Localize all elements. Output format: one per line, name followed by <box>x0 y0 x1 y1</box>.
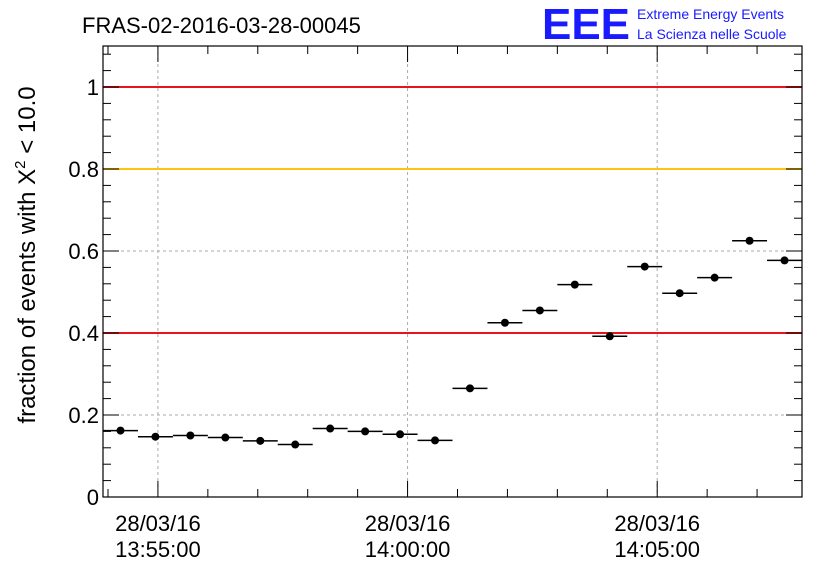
logo-line-1: Extreme Energy Events <box>637 6 784 22</box>
y-tick-label-5: 1 <box>87 75 99 100</box>
data-point-1 <box>151 432 160 441</box>
x-tick-label-date-1: 28/03/16 <box>365 511 451 536</box>
x-tick-label-date-0: 28/03/16 <box>115 511 201 536</box>
data-point-17 <box>710 273 719 282</box>
reference-lines <box>103 86 802 334</box>
data-point-18 <box>745 236 754 245</box>
eee-logo: EEE Extreme Energy Events La Scienza nel… <box>542 0 787 49</box>
data-point-13 <box>570 280 579 289</box>
logo-mark: EEE <box>542 0 630 49</box>
chart-title: FRAS-02-2016-03-28-00045 <box>82 13 361 38</box>
y-tick-label-1: 0.2 <box>68 403 99 428</box>
y-tick-label-4: 0.8 <box>68 157 99 182</box>
data-point-6 <box>326 424 335 433</box>
data-point-19 <box>780 256 789 265</box>
y-tick-labels: 0 0.2 0.4 0.6 0.8 1 <box>68 75 99 510</box>
data-point-5 <box>291 440 300 449</box>
data-point-4 <box>256 436 265 445</box>
data-point-15 <box>640 262 649 271</box>
x-tick-labels: 28/03/1613:55:0028/03/1614:00:0028/03/16… <box>115 511 700 562</box>
logo-line-2: La Scienza nelle Scuole <box>637 26 787 42</box>
x-tick-label-time-2: 14:05:00 <box>614 537 700 562</box>
y-axis-title: fraction of events with X2 < 10.0 <box>12 86 41 423</box>
data-point-7 <box>361 427 370 436</box>
y-axis-title-superscript: 2 <box>12 160 29 168</box>
y-axis-title-main: fraction of events with X <box>14 169 41 424</box>
x-tick-label-date-2: 28/03/16 <box>614 511 700 536</box>
y-tick-label-0: 0 <box>87 485 99 510</box>
data-point-8 <box>396 430 405 439</box>
plot-frame <box>102 45 803 498</box>
data-point-16 <box>675 289 684 298</box>
x-tick-label-time-0: 13:55:00 <box>115 537 201 562</box>
data-point-0 <box>116 426 125 435</box>
y-axis-title-suffix: < 10.0 <box>14 86 41 160</box>
data-point-11 <box>500 318 509 327</box>
y-tick-label-3: 0.6 <box>68 239 99 264</box>
data-point-2 <box>186 431 195 440</box>
axes <box>102 45 803 498</box>
data-point-12 <box>535 306 544 315</box>
data-points <box>103 236 802 449</box>
data-point-9 <box>431 436 440 445</box>
y-tick-label-2: 0.4 <box>68 321 99 346</box>
x-tick-label-time-1: 14:00:00 <box>365 537 451 562</box>
data-point-14 <box>605 332 614 341</box>
data-point-3 <box>221 433 230 442</box>
data-point-10 <box>465 384 474 393</box>
